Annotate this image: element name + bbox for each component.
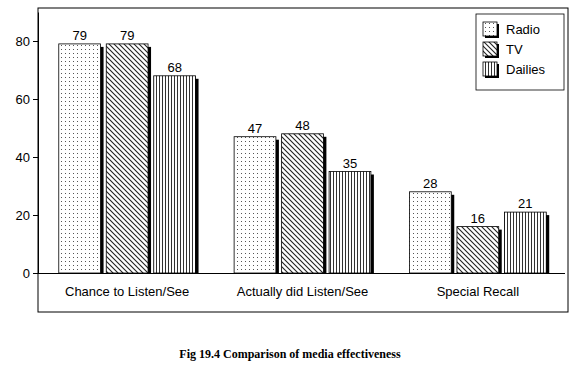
bar [154,76,196,273]
y-tick-mark [33,157,38,158]
x-tick-label: Special Recall [437,284,519,299]
legend-label: Dailies [506,62,546,77]
data-label: 35 [343,156,357,171]
data-label: 48 [295,118,309,133]
legend-box [476,14,564,90]
y-tick-label: 0 [23,266,30,281]
y-axis-line [38,13,39,274]
y-tick-label: 20 [16,208,30,223]
legend-swatch [483,62,497,76]
y-axis: 0 20 40 60 80 [16,13,39,281]
bar [234,137,276,273]
legend: Radio TV Dailies [476,14,564,90]
chart-svg: 79 47 28 79 48 16 68 35 21 0 20 40 60 80 Chance to Lis… [0,0,576,378]
x-tick: Chance to Listen/See [65,273,189,299]
chart-frame [38,8,568,312]
x-tick-label: Actually did Listen/See [237,284,369,299]
x-axis: Chance to Listen/See Actually did Listen/… [38,273,565,299]
y-tick-mark [33,215,38,216]
y-tick-label: 40 [16,150,30,165]
x-tick: Special Recall [437,273,519,299]
legend-swatch [483,22,497,36]
data-label: 21 [518,196,532,211]
data-label: 16 [471,211,485,226]
y-tick-mark [33,41,38,42]
x-axis-line [38,273,565,274]
chart-container: 79 47 28 79 48 16 68 35 21 0 20 40 60 80 Chance to Lis… [0,0,576,378]
y-tick: 0 [23,266,38,281]
y-tick: 40 [16,150,38,165]
data-label: 47 [248,121,262,136]
data-labels: 79 47 28 79 48 16 68 35 21 [72,28,532,226]
bar [282,134,324,273]
y-tick-label: 80 [16,34,30,49]
y-tick-label: 60 [16,92,30,107]
bar [106,44,148,273]
y-tick-mark [33,273,38,274]
bar [457,227,499,273]
y-tick: 60 [16,92,38,107]
data-label: 79 [72,28,86,43]
legend-swatch [483,42,497,56]
legend-label: Radio [506,22,540,37]
chart-title: Fig 19.4 Comparison of media effectivene… [179,347,401,361]
bar [329,172,371,274]
x-tick-label: Chance to Listen/See [65,284,189,299]
data-label: 79 [120,28,134,43]
bar [504,212,546,273]
y-tick: 80 [16,34,38,49]
x-tick: Actually did Listen/See [237,273,369,299]
bar [409,192,451,273]
legend-label: TV [506,42,523,57]
bar [59,44,101,273]
data-label: 68 [167,60,181,75]
data-label: 28 [423,176,437,191]
y-tick: 20 [16,208,38,223]
y-tick-mark [33,99,38,100]
